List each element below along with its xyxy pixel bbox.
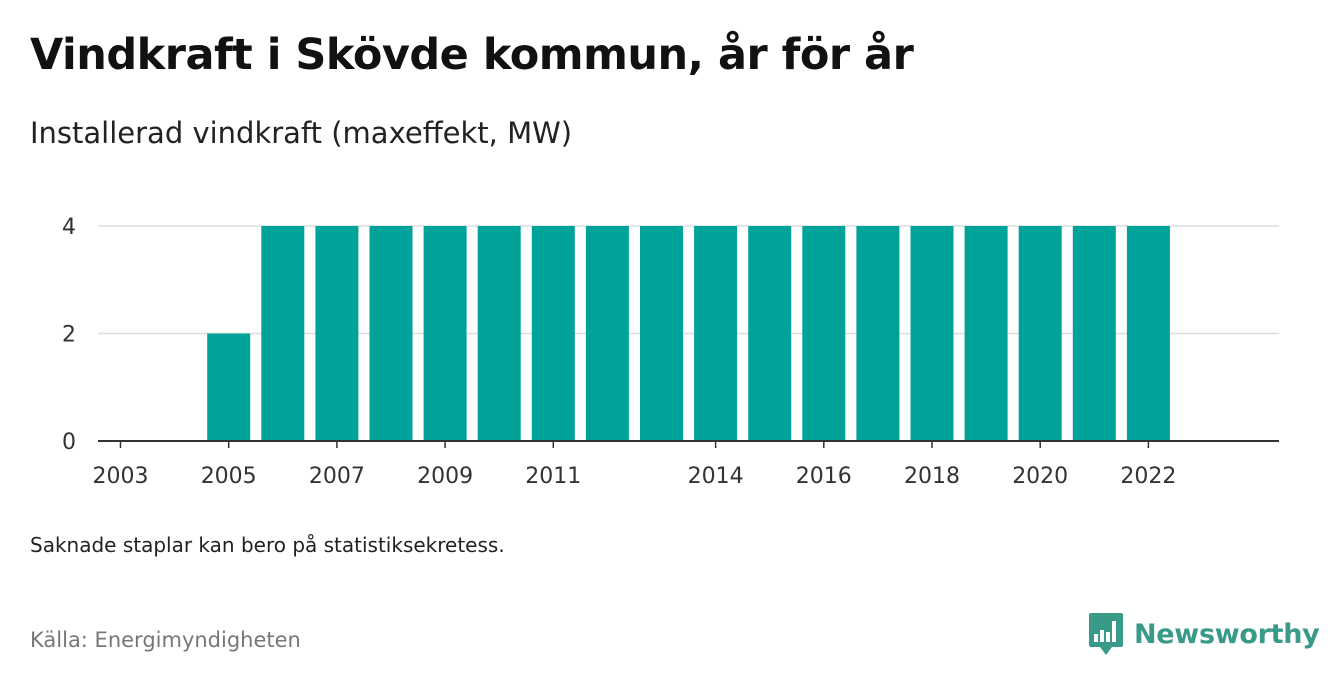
bar-2022 — [1126, 226, 1170, 441]
bar-2008 — [369, 226, 413, 441]
brand-logo: Newsworthy — [1088, 612, 1320, 656]
x-tick-label: 2003 — [93, 464, 149, 489]
x-tick-label: 2014 — [688, 464, 744, 489]
bar-2006 — [261, 226, 305, 441]
bar-2010 — [477, 226, 521, 441]
brand-name: Newsworthy — [1134, 618, 1320, 650]
bar-2013 — [640, 226, 683, 441]
newsworthy-logo-icon — [1089, 613, 1123, 655]
x-tick-label: 2016 — [796, 464, 852, 489]
bar-2009 — [423, 226, 467, 441]
x-tick-label: 2009 — [417, 464, 473, 489]
bar-2018 — [910, 226, 954, 441]
bar-2012 — [585, 226, 629, 441]
bar-2014 — [694, 226, 738, 441]
chart-title: Vindkraft i Skövde kommun, år för år — [30, 30, 914, 80]
bar-2005 — [207, 333, 251, 441]
bar-2017 — [856, 226, 900, 441]
bar-2020 — [1018, 226, 1062, 441]
bar-2016 — [802, 226, 846, 441]
bar-2011 — [531, 226, 575, 441]
x-tick-label: 2011 — [525, 464, 581, 489]
x-tick-label: 2007 — [309, 464, 365, 489]
x-tick-label: 2022 — [1120, 464, 1176, 489]
source-label: Källa: Energimyndigheten — [30, 628, 301, 652]
bar-2015 — [748, 226, 792, 441]
x-tick-label: 2020 — [1012, 464, 1068, 489]
bar-2007 — [315, 226, 359, 441]
chart-subtitle: Installerad vindkraft (maxeffekt, MW) — [30, 116, 573, 150]
footnote: Saknade staplar kan bero på statistiksek… — [30, 533, 505, 557]
bar-2019 — [964, 226, 1008, 441]
x-tick-label: 2005 — [201, 464, 257, 489]
y-tick-label: 0 — [62, 430, 76, 455]
x-tick-label: 2018 — [904, 464, 960, 489]
axes: 0 2 4 2003 2005 2007 2009 2011 2014 2016 2018 2020 2… — [62, 215, 1279, 489]
bar-2021 — [1072, 226, 1116, 441]
y-tick-label: 2 — [62, 323, 76, 348]
bars — [207, 226, 1170, 441]
y-tick-label: 4 — [62, 215, 76, 240]
